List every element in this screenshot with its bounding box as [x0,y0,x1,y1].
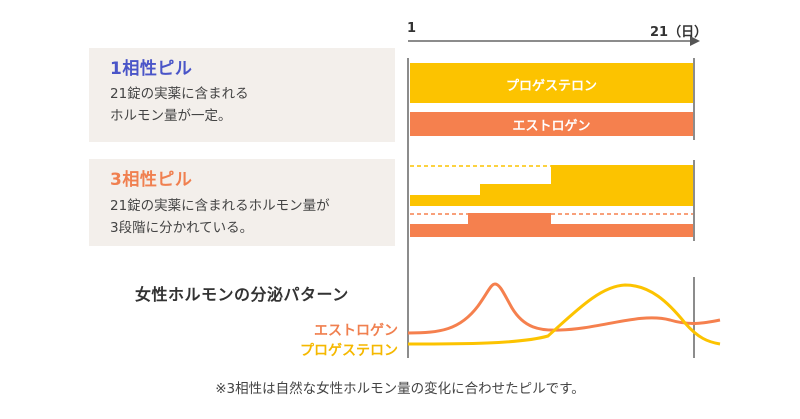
triphasic-desc-line-2: 3段階に分かれている。 [110,220,254,236]
monophasic-estrogen-bar [410,112,693,136]
estrogen-curve [407,282,721,335]
monophasic-desc-line-1: 21錠の実薬に含まれる [110,86,249,102]
monophasic-progesterone-bar [410,63,693,103]
legend-estrogen: エストロゲン [314,323,398,339]
progesterone-bar-label: プロゲステロン [505,79,597,94]
estrogen-bar-label: エストロゲン [512,119,591,134]
triphasic-desc-line-1: 21錠の実薬に含まれるホルモン量が [110,198,330,214]
triphasic-description: 21錠の実薬に含まれるホルモン量が 3段階に分かれている。 [110,195,395,239]
progesterone-curve [407,283,721,346]
timeline-end-label: 21（日） [650,25,708,40]
triphasic-panel: 3相性ピル 21錠の実薬に含まれるホルモン量が 3段階に分かれている。 [89,159,395,246]
monophasic-title: 1相性ピル [110,59,193,79]
timeline-start-label: 1 [407,21,417,36]
monophasic-desc-line-2: ホルモン量が一定。 [110,108,232,124]
timeline-arrow-icon [690,36,700,46]
triphasic-title: 3相性ピル [110,170,193,190]
monophasic-panel: 1相性ピル 21錠の実薬に含まれる ホルモン量が一定。 [89,48,395,142]
triphasic-estrogen-bar [410,213,693,237]
monophasic-description: 21錠の実薬に含まれる ホルモン量が一定。 [110,83,395,127]
legend-progesterone: プロゲステロン [300,343,398,359]
hormone-pattern-title: 女性ホルモンの分泌パターン [135,285,349,304]
footnote: ※3相性は自然な女性ホルモン量の変化に合わせたピルです。 [215,381,585,397]
triphasic-progesterone-bar [410,165,693,206]
